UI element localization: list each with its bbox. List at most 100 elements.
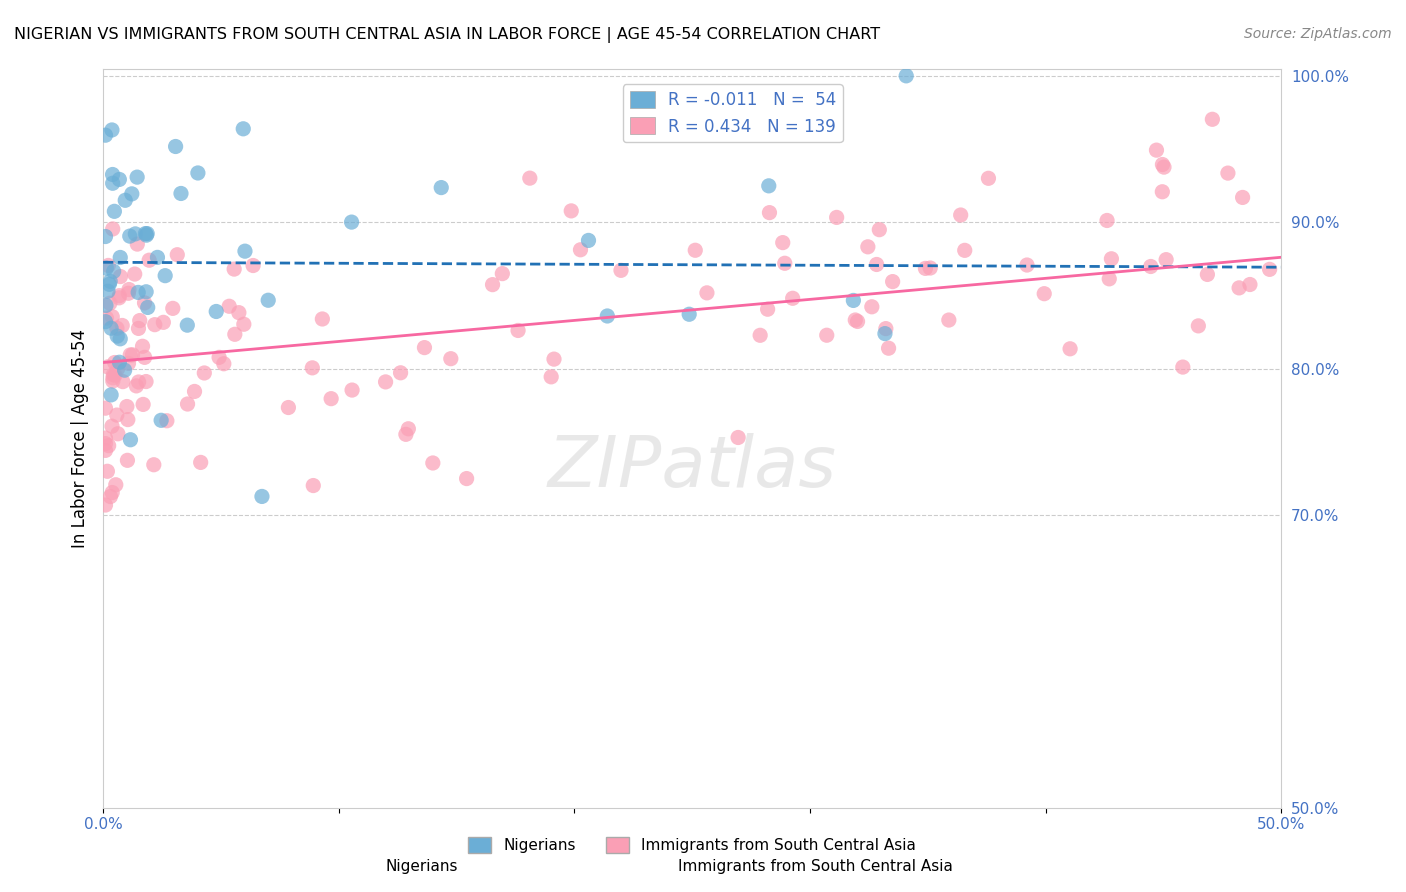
Point — [481, 277, 503, 292]
Point — [104, 477, 127, 491]
Text: Source: ZipAtlas.com: Source: ZipAtlas.com — [1244, 27, 1392, 41]
Point — [208, 351, 231, 365]
Point — [94, 436, 117, 450]
Point — [96, 311, 118, 326]
Point — [101, 176, 124, 190]
Text: Nigerians: Nigerians — [385, 859, 458, 874]
Point — [128, 375, 150, 389]
Point — [232, 318, 254, 332]
Point — [153, 268, 176, 283]
Point — [1227, 281, 1250, 295]
Point — [865, 257, 887, 271]
Point — [107, 426, 129, 441]
Point — [1171, 360, 1194, 375]
Point — [860, 300, 883, 314]
Point — [506, 323, 529, 337]
Point — [1098, 272, 1121, 286]
Point — [873, 326, 896, 341]
Point — [758, 178, 780, 193]
Point — [104, 368, 127, 383]
Point — [842, 293, 865, 308]
Point — [101, 123, 124, 137]
Point — [212, 357, 235, 371]
Point — [1258, 262, 1281, 277]
Point — [94, 431, 117, 445]
Point — [340, 383, 363, 397]
Point — [540, 369, 562, 384]
Point — [190, 455, 212, 469]
Point — [1232, 190, 1254, 204]
Point — [491, 267, 513, 281]
Point — [758, 205, 780, 219]
Point — [374, 375, 396, 389]
Point — [127, 321, 149, 335]
Point — [756, 302, 779, 317]
Point — [105, 408, 128, 422]
Point — [94, 229, 117, 244]
Point — [773, 256, 796, 270]
Point — [232, 121, 254, 136]
Point — [162, 301, 184, 316]
Point — [340, 215, 363, 229]
Point — [228, 306, 250, 320]
Text: ZIPatlas: ZIPatlas — [547, 434, 837, 502]
Point — [146, 251, 169, 265]
Point — [772, 235, 794, 250]
Point — [896, 69, 918, 83]
Point — [749, 328, 772, 343]
Point — [170, 186, 193, 201]
Point — [610, 263, 633, 277]
Point — [114, 363, 136, 377]
Point — [101, 222, 124, 236]
Y-axis label: In Labor Force | Age 45-54: In Labor Force | Age 45-54 — [72, 328, 89, 548]
Point — [101, 374, 124, 388]
Point — [440, 351, 463, 366]
Point — [311, 312, 333, 326]
Point — [422, 456, 444, 470]
Point — [1187, 318, 1209, 333]
Point — [953, 244, 976, 258]
Point — [110, 269, 132, 284]
Point — [101, 168, 124, 182]
Point — [94, 298, 117, 312]
Point — [1239, 277, 1261, 292]
Point — [117, 356, 139, 370]
Point — [98, 277, 121, 292]
Point — [1095, 213, 1118, 227]
Point — [131, 339, 153, 353]
Point — [242, 259, 264, 273]
Point — [98, 274, 121, 288]
Point — [127, 237, 149, 252]
Point — [678, 307, 700, 321]
Text: NIGERIAN VS IMMIGRANTS FROM SOUTH CENTRAL ASIA IN LABOR FORCE | AGE 45-54 CORREL: NIGERIAN VS IMMIGRANTS FROM SOUTH CENTRA… — [14, 27, 880, 43]
Point — [302, 478, 325, 492]
Point — [389, 366, 412, 380]
Point — [578, 234, 600, 248]
Point — [101, 371, 124, 385]
Point — [1099, 252, 1122, 266]
Point — [94, 498, 117, 512]
Point — [135, 285, 157, 299]
Point — [118, 283, 141, 297]
Point — [218, 299, 240, 313]
Point — [569, 243, 592, 257]
Point — [94, 401, 117, 416]
Point — [110, 251, 132, 265]
Point — [176, 397, 198, 411]
Point — [120, 433, 142, 447]
Point — [1139, 260, 1161, 274]
Point — [413, 341, 436, 355]
Point — [101, 310, 124, 324]
Point — [134, 351, 156, 365]
Point — [914, 261, 936, 276]
Point — [124, 227, 146, 241]
Point — [100, 388, 122, 402]
Point — [135, 375, 157, 389]
Point — [97, 259, 120, 273]
Point — [121, 186, 143, 201]
Point — [108, 355, 131, 369]
Point — [143, 318, 166, 332]
Point — [103, 368, 125, 382]
Point — [97, 439, 120, 453]
Point — [117, 412, 139, 426]
